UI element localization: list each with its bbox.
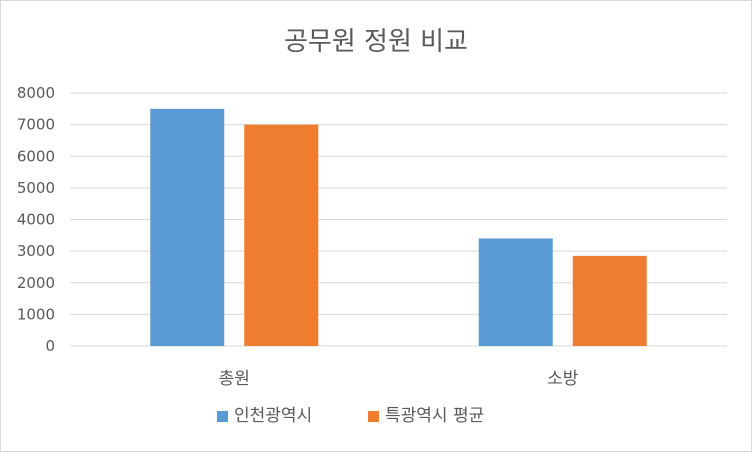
y-axis-ticks: 0 1000 2000 3000 4000 5000 6000 7000 8000 <box>17 84 55 355</box>
bar-1-1 <box>572 255 647 346</box>
x-axis-categories: 총원 소방 <box>219 369 579 389</box>
bar-0-1 <box>244 124 319 346</box>
y-tick-label-6000: 6000 <box>17 147 55 165</box>
y-tick-label-0: 0 <box>45 337 55 355</box>
legend-swatch-0 <box>217 411 228 422</box>
bar-1-0 <box>478 238 553 346</box>
legend: 인천광역시 특광역시 평균 <box>217 406 484 426</box>
bar-0-0 <box>150 108 225 346</box>
legend-label-1: 특광역시 평균 <box>385 406 484 426</box>
y-tick-label-1000: 1000 <box>17 305 55 323</box>
y-tick-label-4000: 4000 <box>17 211 55 229</box>
legend-swatch-1 <box>368 411 379 422</box>
chart-title: 공무원 정원 비교 <box>284 27 468 57</box>
y-tick-label-5000: 5000 <box>17 179 55 197</box>
y-tick-label-8000: 8000 <box>17 84 55 102</box>
x-category-label-1: 소방 <box>547 369 579 389</box>
y-tick-label-2000: 2000 <box>17 274 55 292</box>
bars <box>150 108 647 346</box>
legend-label-0: 인천광역시 <box>234 406 312 426</box>
x-category-label-0: 총원 <box>219 369 250 389</box>
y-tick-label-3000: 3000 <box>17 242 55 260</box>
y-tick-label-7000: 7000 <box>17 116 55 134</box>
